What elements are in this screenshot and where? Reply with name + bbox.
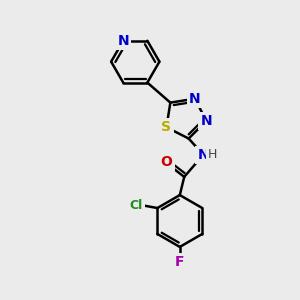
Text: N: N — [200, 114, 212, 128]
Text: O: O — [160, 155, 172, 170]
Text: N: N — [198, 148, 209, 162]
Text: S: S — [161, 120, 171, 134]
Text: F: F — [175, 255, 184, 268]
Text: N: N — [189, 92, 201, 106]
Text: H: H — [208, 148, 218, 161]
Text: Cl: Cl — [129, 199, 142, 212]
Text: N: N — [117, 34, 129, 48]
